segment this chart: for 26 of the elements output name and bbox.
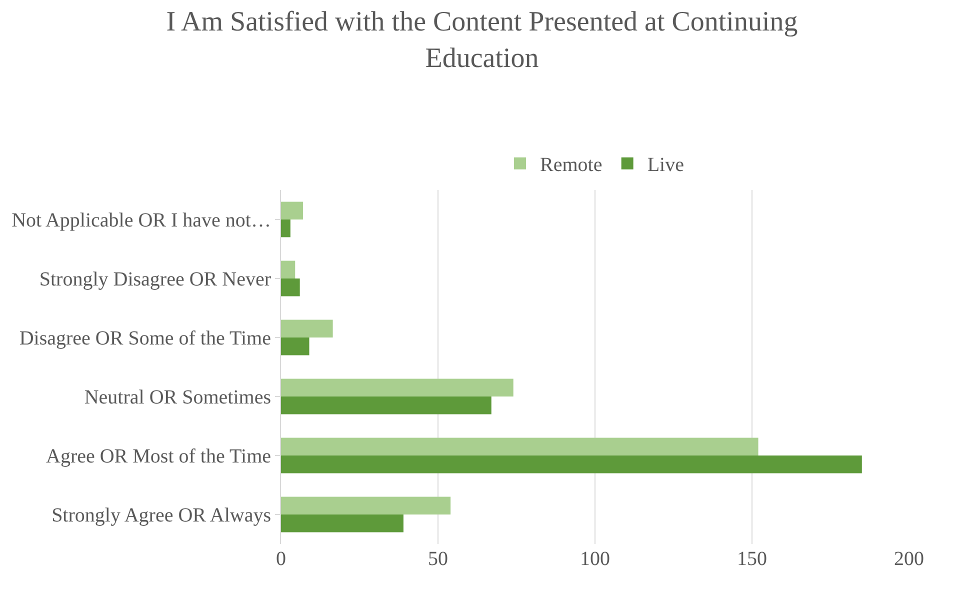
y-tick-label: Strongly Disagree OR Never [39,268,272,290]
bar [281,338,310,356]
y-tick-label: Not Applicable OR I have not… [12,210,271,232]
y-tick-label: Agree OR Most of the Time [46,446,272,468]
bar [281,378,514,396]
bar [281,496,451,514]
legend-label: Live [647,154,684,176]
bar [281,202,303,220]
bar [281,438,758,456]
x-tick-label: 200 [894,548,924,570]
bar [281,396,492,414]
bar [281,514,404,532]
bar [281,320,333,338]
bar [281,278,300,296]
y-tick-label: Strongly Agree OR Always [52,504,272,526]
bar [281,260,296,278]
bar [281,456,862,474]
x-tick-label: 50 [428,548,448,570]
x-tick-label: 100 [580,548,610,570]
legend-label: Remote [540,154,602,176]
x-tick-label: 0 [276,548,286,570]
bar [281,220,290,238]
y-tick-label: Disagree OR Some of the Time [19,328,272,350]
x-tick-label: 150 [737,548,767,570]
chart-title: I Am Satisfied with the Content Presented at Continuing Education [166,6,798,74]
y-tick-label: Neutral OR Sometimes [84,386,272,408]
